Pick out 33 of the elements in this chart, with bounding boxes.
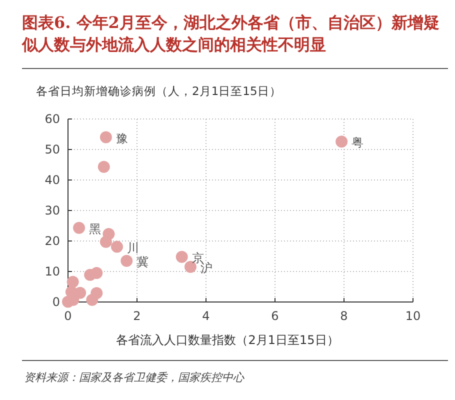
chart-title: 图表6. 今年2月至今，湖北之外各省（市、自治区）新增疑似人数与外地流入人数之间的相关性不明显 <box>22 12 440 56</box>
x-tick-label: 8 <box>340 309 348 323</box>
point <box>336 136 348 148</box>
point <box>98 160 110 173</box>
annotation: 黑 <box>89 222 102 236</box>
y-tick-label: 30 <box>44 204 60 218</box>
point <box>176 250 188 263</box>
point <box>73 222 86 234</box>
text: 资料来源：国家及各省卫健委，国家疾控中心 <box>24 370 244 385</box>
y-tick-label: 50 <box>44 142 60 156</box>
point <box>66 276 79 288</box>
annotation: 冀 <box>136 254 149 269</box>
y-axis-title: 各省日均新增确诊病例（人，2月1日至15日） <box>36 84 282 99</box>
point <box>120 254 133 267</box>
point <box>90 267 103 280</box>
x-tick-label: 0 <box>64 309 72 323</box>
y-tick-label: 60 <box>44 112 60 126</box>
x-axis-title: 各省流入人口数量指数（2月1日至15日） <box>115 332 340 349</box>
point <box>100 236 112 248</box>
point <box>100 131 112 144</box>
y-tick-label: 10 <box>44 264 60 278</box>
y-tick-label: 40 <box>44 173 60 187</box>
annotation: 豫 <box>116 131 128 146</box>
x-tick-label: 6 <box>271 309 279 323</box>
x-tick-label: 2 <box>133 309 141 323</box>
point <box>86 294 98 306</box>
y-tick-label: 20 <box>44 234 60 248</box>
annotation: 粤 <box>352 136 364 150</box>
point <box>110 240 123 253</box>
annotation: 川 <box>126 240 139 255</box>
x-tick-label: 10 <box>405 309 421 323</box>
x-tick-label: 4 <box>202 309 210 323</box>
y-tick-label: 0 <box>52 295 60 309</box>
